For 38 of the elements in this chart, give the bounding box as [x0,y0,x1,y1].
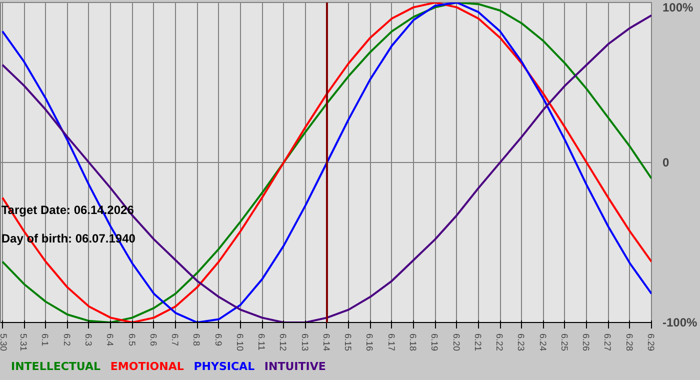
x-tick-label: 6.24 [538,334,548,352]
x-tick-label: 6.1 [40,334,50,346]
x-tick-label: 6.29 [646,334,656,352]
x-tick-label: 5.30 [0,334,8,352]
x-tick-label: 6.10 [234,334,245,352]
x-tick-label: 6.28 [624,334,634,352]
x-tick-label: 6.16 [364,334,375,352]
x-tick-label: 5.31 [18,334,29,352]
x-tick-label: 6.18 [408,334,418,352]
x-tick-label: 6.26 [581,334,592,352]
x-tick-label: 6.13 [300,334,310,352]
x-tick-label: 6.21 [472,334,483,352]
x-tick-label: 6.6 [148,334,158,346]
text: PHYSICAL [194,360,255,373]
x-tick-label: 6.9 [213,334,224,346]
x-tick-label: 6.4 [105,334,116,346]
x-tick-label: 6.20 [451,334,462,352]
x-tick-label: 6.12 [278,334,288,352]
text: INTUITIVE [264,360,326,373]
x-tick-label: 6.11 [256,334,267,350]
x-tick-label: 6.2 [62,334,72,346]
x-tick-label: 6.22 [494,334,505,352]
x-tick-label: 6.5 [126,334,137,346]
text: EMOTIONAL [110,360,184,373]
x-tick-label: 6.15 [343,334,354,352]
x-tick-label: 6.8 [192,334,202,346]
x-tick-label: 6.7 [170,334,180,346]
x-tick-label: 6.19 [430,334,440,352]
x-tick-label: 6.27 [602,334,613,352]
x-tick-label: 6.3 [83,334,94,346]
x-tick-label: 6.25 [559,334,570,352]
x-tick-label: 6.23 [516,334,526,352]
y-tick-label: 0 [662,156,670,170]
x-tick-label: 6.14 [321,334,332,352]
text: INTELLECTUAL [11,360,101,373]
y-tick-label: 100% [662,0,694,14]
x-tick-label: 6.17 [386,334,396,352]
y-tick-label: -100% [662,316,698,330]
